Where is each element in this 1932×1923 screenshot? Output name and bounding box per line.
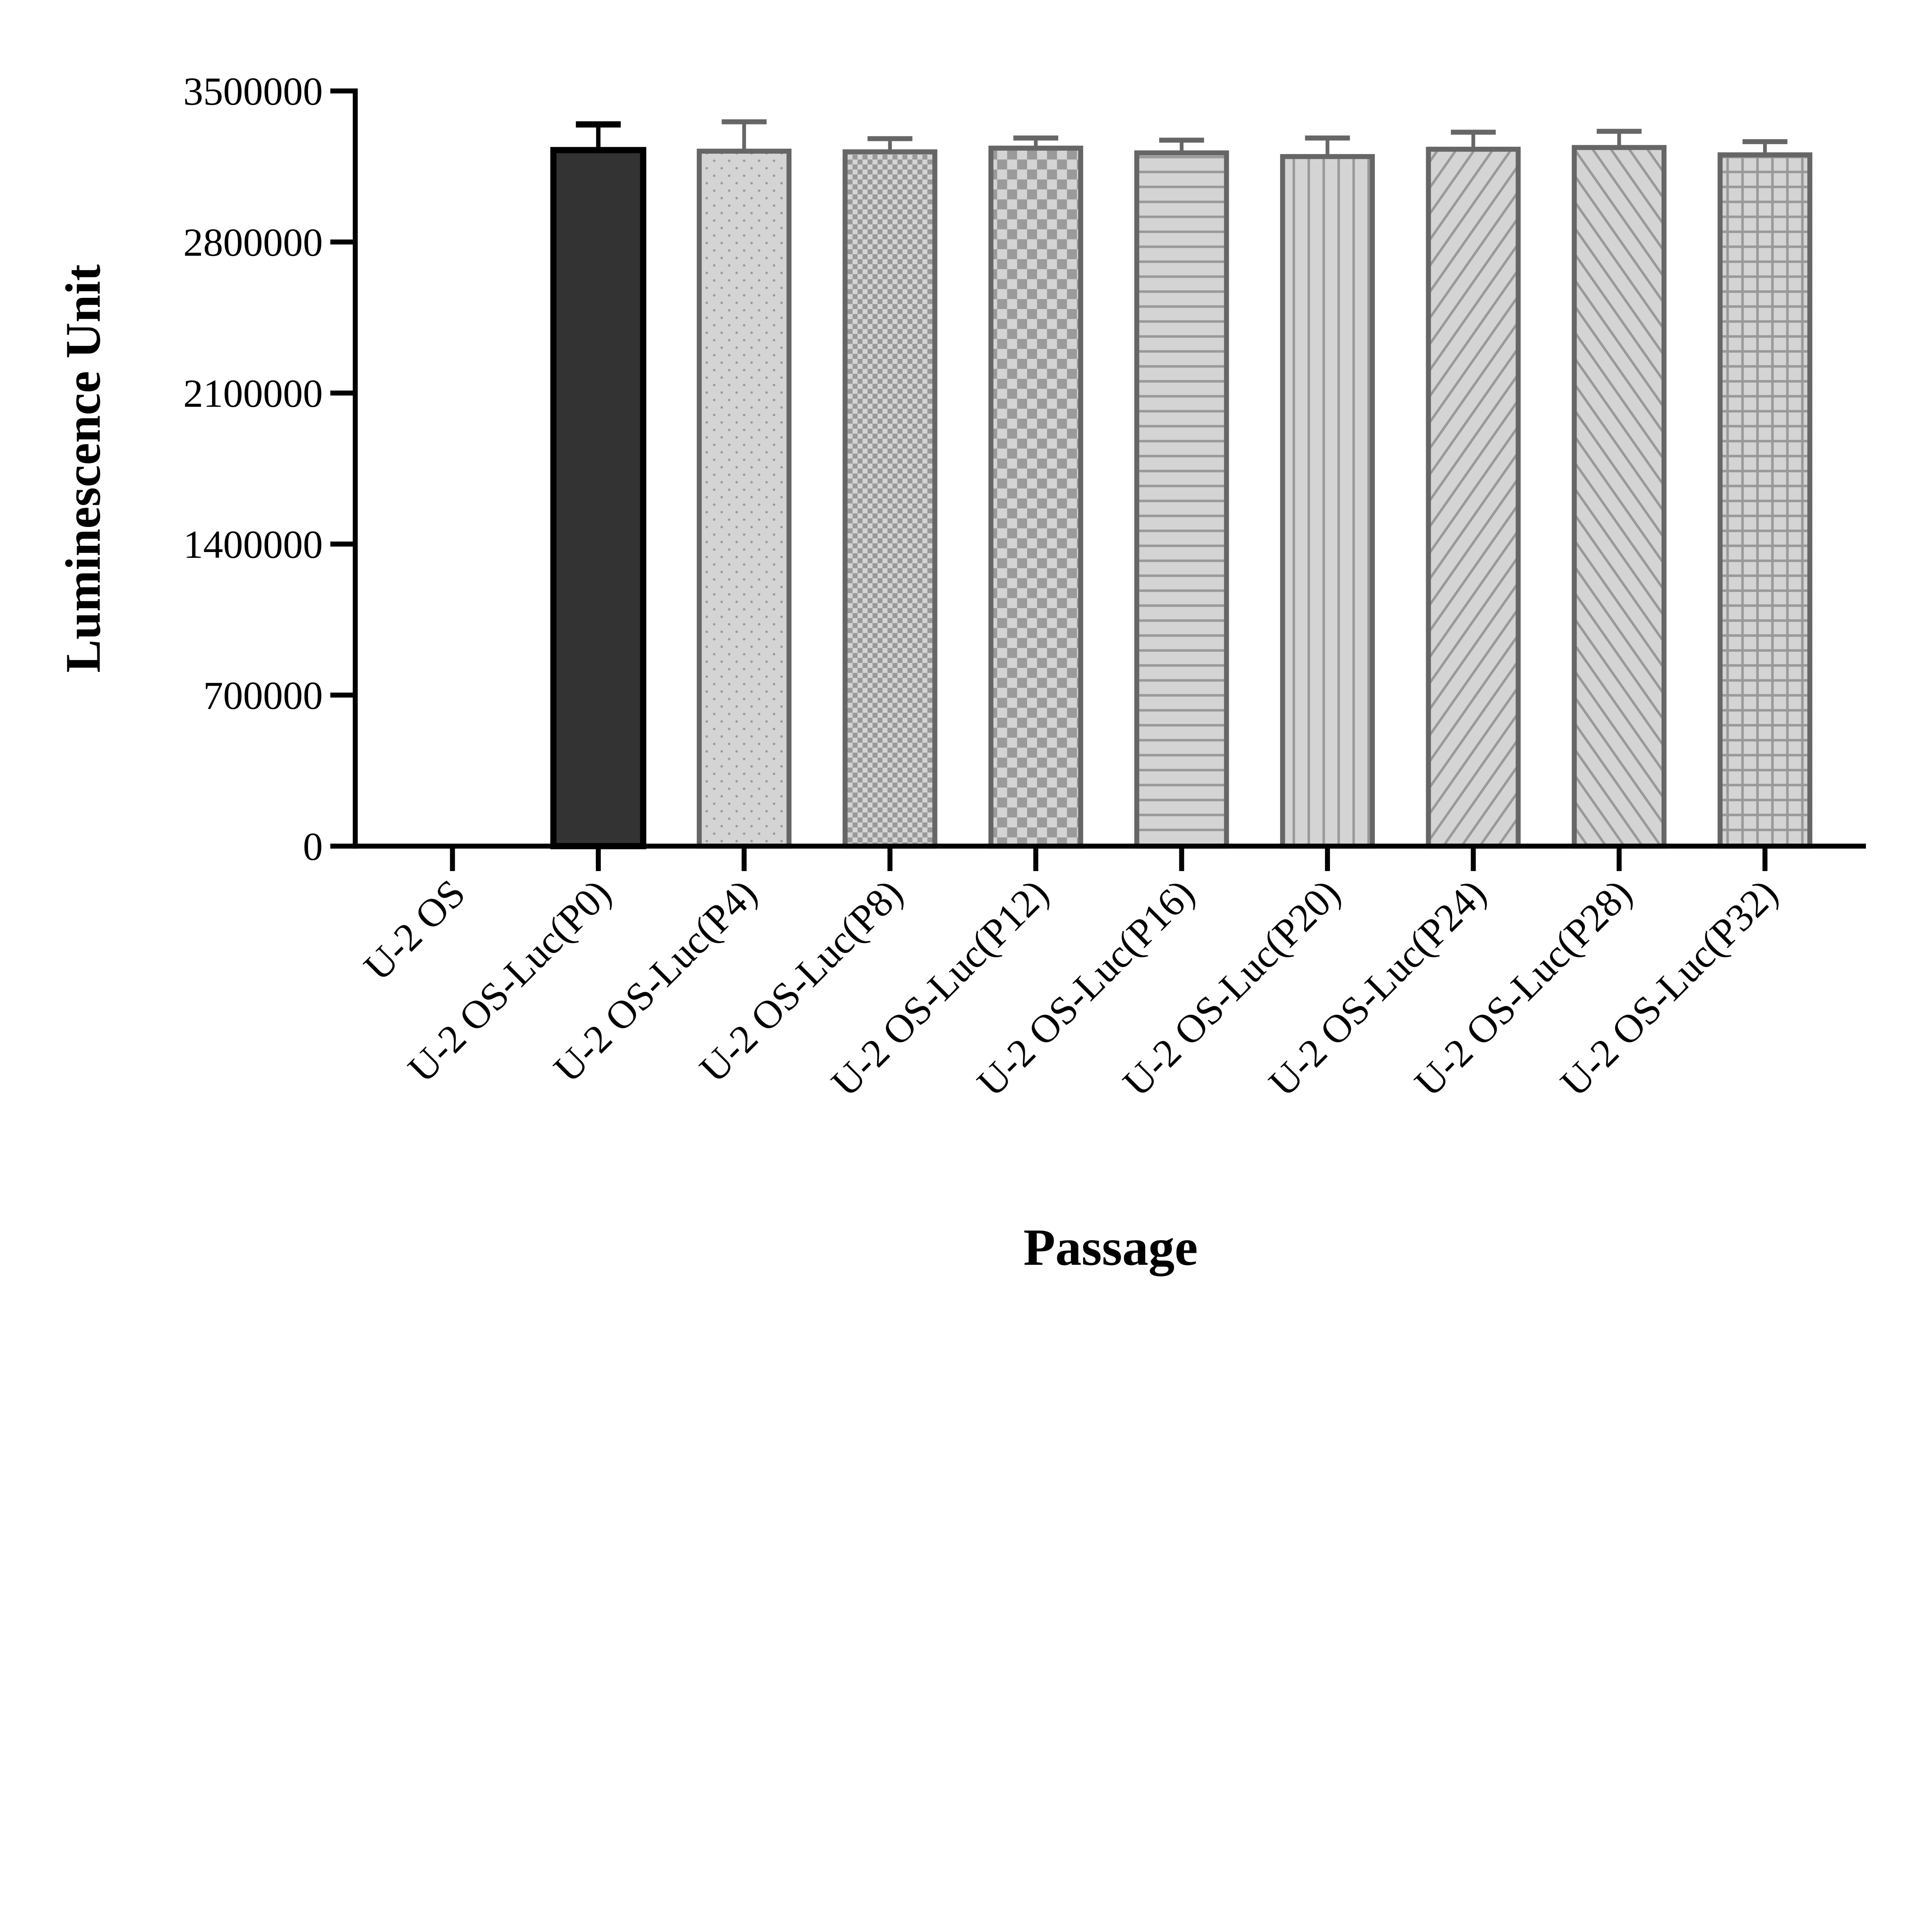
x-axis: U-2 OSU-2 OS-Luc(P0)U-2 OS-Luc(P4)U-2 OS… <box>352 843 1866 1105</box>
bar-2 <box>697 148 792 849</box>
x-tick-label: U-2 OS <box>355 871 474 989</box>
bar-5 <box>1134 150 1229 849</box>
bar-7 <box>1426 146 1521 849</box>
bar-9 <box>1718 152 1813 849</box>
y-tick-label: 2800000 <box>183 221 323 265</box>
bar-3 <box>842 149 937 849</box>
bar-6 <box>1280 154 1375 849</box>
y-axis: 0 700000 1400000 2100000 2800000 3500000 <box>183 70 358 869</box>
y-tick-label: 1400000 <box>183 523 323 567</box>
bars <box>550 119 1813 849</box>
y-tick-label: 0 <box>303 825 323 869</box>
y-tick-label: 700000 <box>203 674 323 718</box>
bar-4 <box>988 146 1083 849</box>
x-axis-title: Passage <box>1023 1218 1198 1276</box>
bar-1 <box>550 147 646 849</box>
y-tick-label: 2100000 <box>183 372 323 416</box>
bar-8 <box>1571 145 1667 849</box>
bar-chart: 0 700000 1400000 2100000 2800000 3500000 U-2 … <box>55 70 1866 1276</box>
y-tick-label: 3500000 <box>183 70 323 114</box>
y-axis-title: Luminescence Unit <box>55 264 111 673</box>
